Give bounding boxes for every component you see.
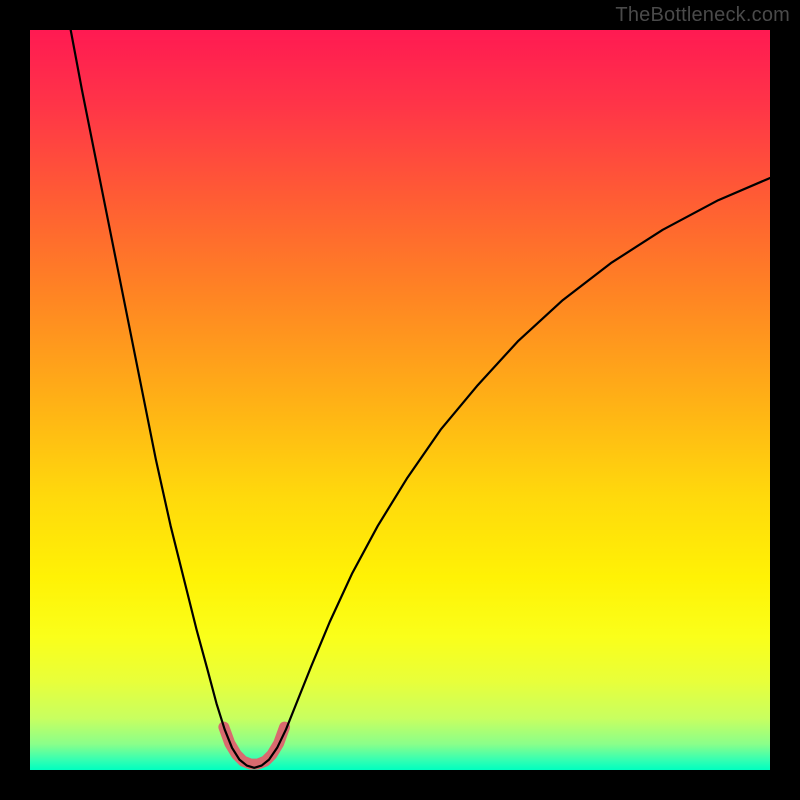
chart-container: TheBottleneck.com <box>0 0 800 800</box>
plot-area <box>30 30 770 770</box>
watermark-text: TheBottleneck.com <box>615 4 790 27</box>
gradient-background <box>30 30 770 770</box>
gradient-plot <box>30 30 770 770</box>
